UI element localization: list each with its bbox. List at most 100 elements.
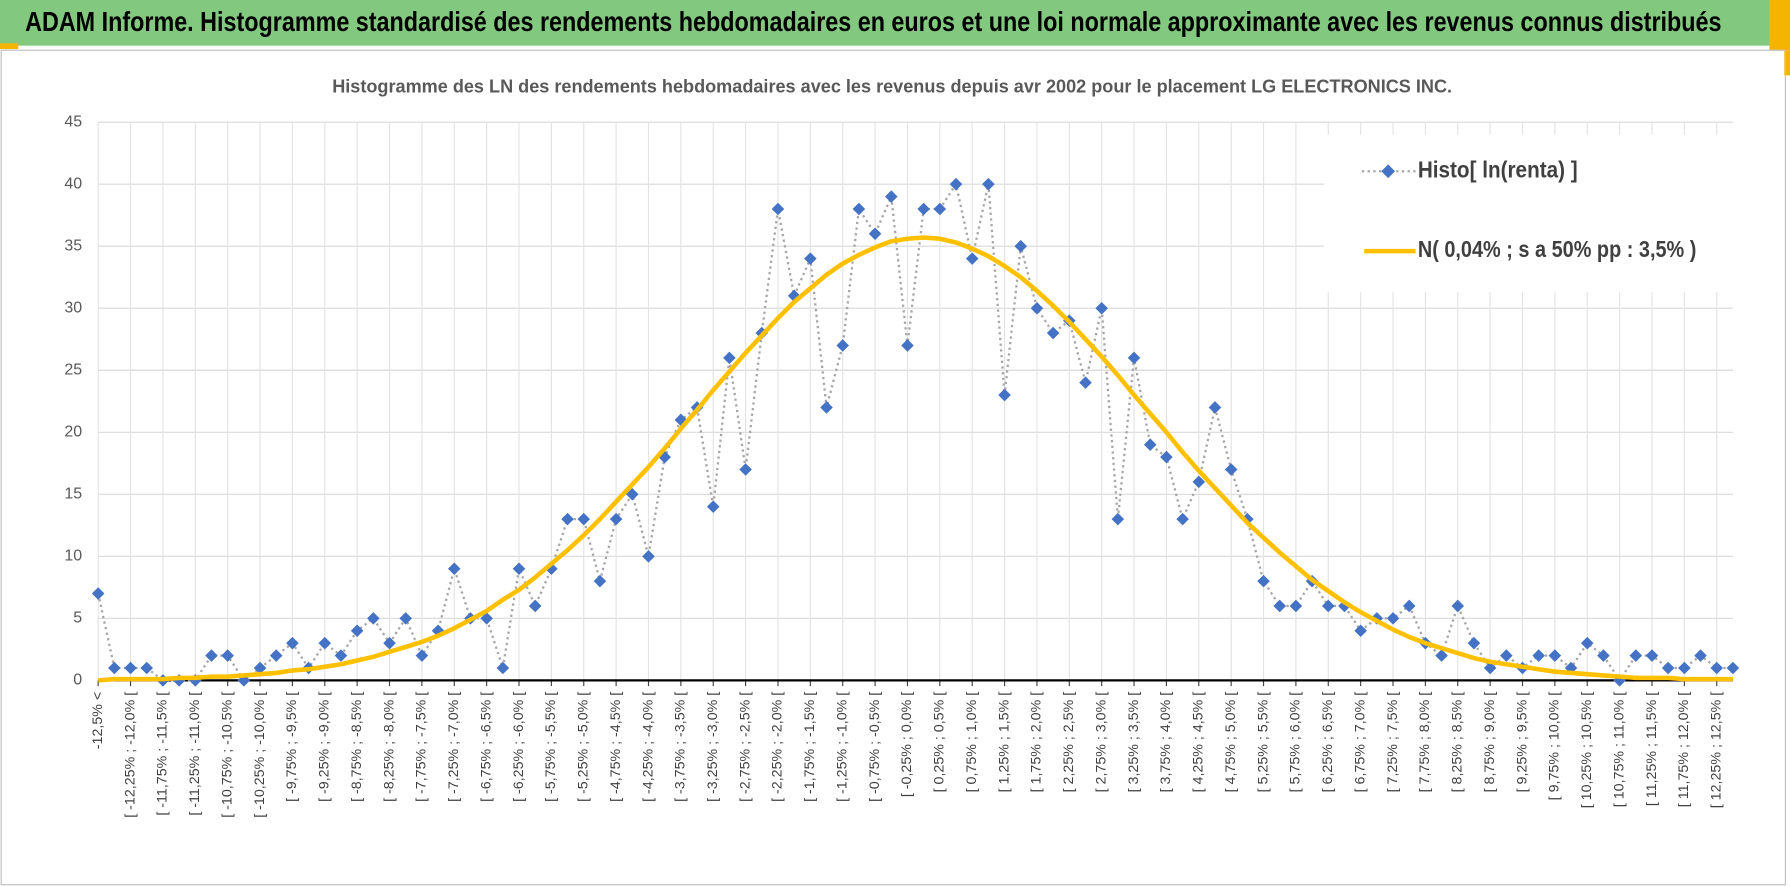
x-tick-label: [ 11,75% ; 12,0% [: [1676, 692, 1692, 807]
x-tick-label: [ -2,75% ; -2,5% [: [737, 692, 753, 802]
x-tick-label: [ -6,25% ; -6,0% [: [511, 692, 527, 802]
y-tick-label: 10: [64, 548, 82, 565]
x-tick-label: [ -8,25% ; -8,0% [: [381, 692, 397, 802]
histogram-marker: [1451, 599, 1465, 613]
histogram-marker: [1014, 239, 1028, 253]
histogram-marker: [1046, 326, 1060, 340]
x-tick-label: [ 5,75% ; 6,0% [: [1288, 692, 1304, 793]
x-tick-label: [ -6,75% ; -6,5% [: [478, 692, 494, 802]
histogram-marker: [901, 339, 914, 352]
histogram-marker: [205, 649, 218, 662]
x-tick-label: [ 0,75% ; 1,0% [: [964, 692, 980, 793]
x-tick-label: [ 8,75% ; 9,0% [: [1482, 692, 1498, 793]
x-tick-label: [ 9,25% ; 9,5% [: [1514, 692, 1530, 793]
x-tick-label: [ 8,25% ; 8,5% [: [1450, 692, 1466, 793]
legend-label: Histo[ ln(renta) ]: [1418, 156, 1578, 182]
y-tick-label: 30: [64, 299, 82, 316]
x-tick-label: [ 9,75% ; 10,0% [: [1547, 692, 1563, 801]
x-tick-label: [ 1,75% ; 2,0% [: [1029, 692, 1045, 793]
x-tick-label: [ 10,75% ; 11,0% [: [1611, 692, 1627, 807]
x-tick-label: [ 3,25% ; 3,5% [: [1126, 692, 1142, 793]
x-tick-label: [ 11,25% ; 11,5% [: [1644, 692, 1660, 806]
histogram-marker: [949, 177, 963, 191]
x-tick-label: [ 6,75% ; 7,0% [: [1352, 692, 1368, 793]
corner-accent: [1769, 0, 1790, 51]
x-tick-label: [ 2,25% ; 2,5% [: [1061, 692, 1077, 793]
x-tick-label: [ -10,75% ; -10,5% [: [219, 692, 235, 818]
histogram-marker: [1321, 599, 1335, 613]
histogram-marker: [1176, 512, 1189, 526]
x-tick-label: [ -1,75% ; -1,5% [: [802, 692, 818, 802]
normal-curve: [98, 235, 1733, 683]
histogram-marker: [642, 550, 655, 563]
histogram-marker: [1580, 636, 1594, 650]
corner-accent: [1784, 50, 1790, 76]
histogram-marker: [269, 649, 283, 662]
histogram-marker: [367, 612, 380, 625]
x-tick-label: [ 0,25% ; 0,5% [: [932, 692, 948, 793]
histogram-marker: [739, 463, 752, 476]
histogram-marker: [1127, 351, 1141, 365]
histogram-marker: [334, 649, 348, 662]
header-title: ADAM Informe. Histogramme standardisé de…: [25, 6, 1721, 37]
histogram-marker: [1224, 463, 1238, 476]
histogram-marker: [884, 190, 898, 203]
y-tick-label: 40: [64, 175, 82, 192]
x-tick-label: [ -9,25% ; -9,0% [: [317, 692, 333, 802]
x-tick-label: [ -3,75% ; -3,5% [: [673, 692, 689, 802]
histogram-marker: [836, 339, 849, 352]
chart-title: Histogramme des LN des rendements hebdom…: [332, 76, 1452, 97]
histogram-marker: [1467, 636, 1481, 650]
histogram-marker: [350, 624, 364, 638]
histogram-marker: [852, 202, 866, 216]
x-tick-label: [ -4,75% ; -4,5% [: [608, 692, 624, 802]
histogram-marker: [383, 636, 396, 650]
histogram-marker: [1386, 612, 1400, 625]
x-tick-label: [ 5,25% ; 5,5% [: [1255, 692, 1271, 793]
x-tick-label: [ -11,75% ; -11,5% [: [155, 692, 171, 816]
y-tick-label: 20: [64, 423, 82, 440]
histogram-marker: [1273, 599, 1286, 613]
histogram-marker: [706, 500, 720, 513]
histogram-marker: [1289, 599, 1303, 613]
histogram-marker: [933, 202, 947, 216]
histogram-marker: [917, 202, 930, 216]
x-tick-label: [ -1,25% ; -1,0% [: [834, 692, 850, 802]
y-tick-label: 15: [64, 486, 82, 503]
legend-label: N( 0,04% ; s a 50% pp : 3,5% ): [1418, 236, 1697, 262]
x-tick-label: [ -4,25% ; -4,0% [: [640, 692, 656, 802]
x-tick-label: [ -7,75% ; -7,5% [: [414, 692, 430, 802]
x-tick-label: [ -2,25% ; -2,0% [: [770, 692, 786, 802]
y-tick-label: 5: [73, 610, 82, 627]
x-tick-label: [ -12,25% ; -12,0% [: [122, 692, 138, 818]
y-tick-label: 0: [73, 672, 82, 689]
x-tick-label: [ -0,25% ; 0,0% [: [899, 692, 915, 797]
x-tick-label: [ -11,25% ; -11,0% [: [187, 692, 203, 816]
histogram-marker: [1192, 475, 1206, 489]
histogram-marker: [982, 177, 995, 191]
histogram-marker: [1597, 649, 1610, 662]
histogram-marker: [447, 562, 461, 576]
histogram-marker: [771, 202, 785, 216]
header-bar: [0, 0, 1770, 46]
x-tick-label: [ 3,75% ; 4,0% [: [1158, 692, 1174, 793]
y-tick-label: 35: [64, 237, 82, 254]
x-tick-label: [ -0,75% ; -0,5% [: [867, 692, 883, 802]
corner-accent: [0, 43, 19, 50]
chart-border: [0, 49, 1786, 886]
x-tick-label: [ 12,25% ; 12,5% [: [1708, 692, 1724, 808]
histogram-marker: [1645, 649, 1659, 662]
histogram-marker: [1629, 649, 1643, 662]
histogram-marker: [1354, 624, 1367, 638]
x-tick-label: [ 4,75% ; 5,0% [: [1223, 692, 1239, 793]
x-tick-label: [ 4,25% ; 4,5% [: [1191, 692, 1207, 793]
histogram-marker: [399, 612, 412, 625]
histogram-marker: [1402, 599, 1416, 613]
histogram-marker: [577, 512, 591, 526]
x-tick-label: [ -5,75% ; -5,5% [: [543, 692, 559, 802]
histogram-marker: [1435, 649, 1448, 662]
histogram-marker: [528, 599, 542, 613]
x-tick-label: [ 7,75% ; 8,0% [: [1417, 692, 1433, 793]
x-tick-label: [ 1,25% ; 1,5% [: [996, 692, 1012, 793]
